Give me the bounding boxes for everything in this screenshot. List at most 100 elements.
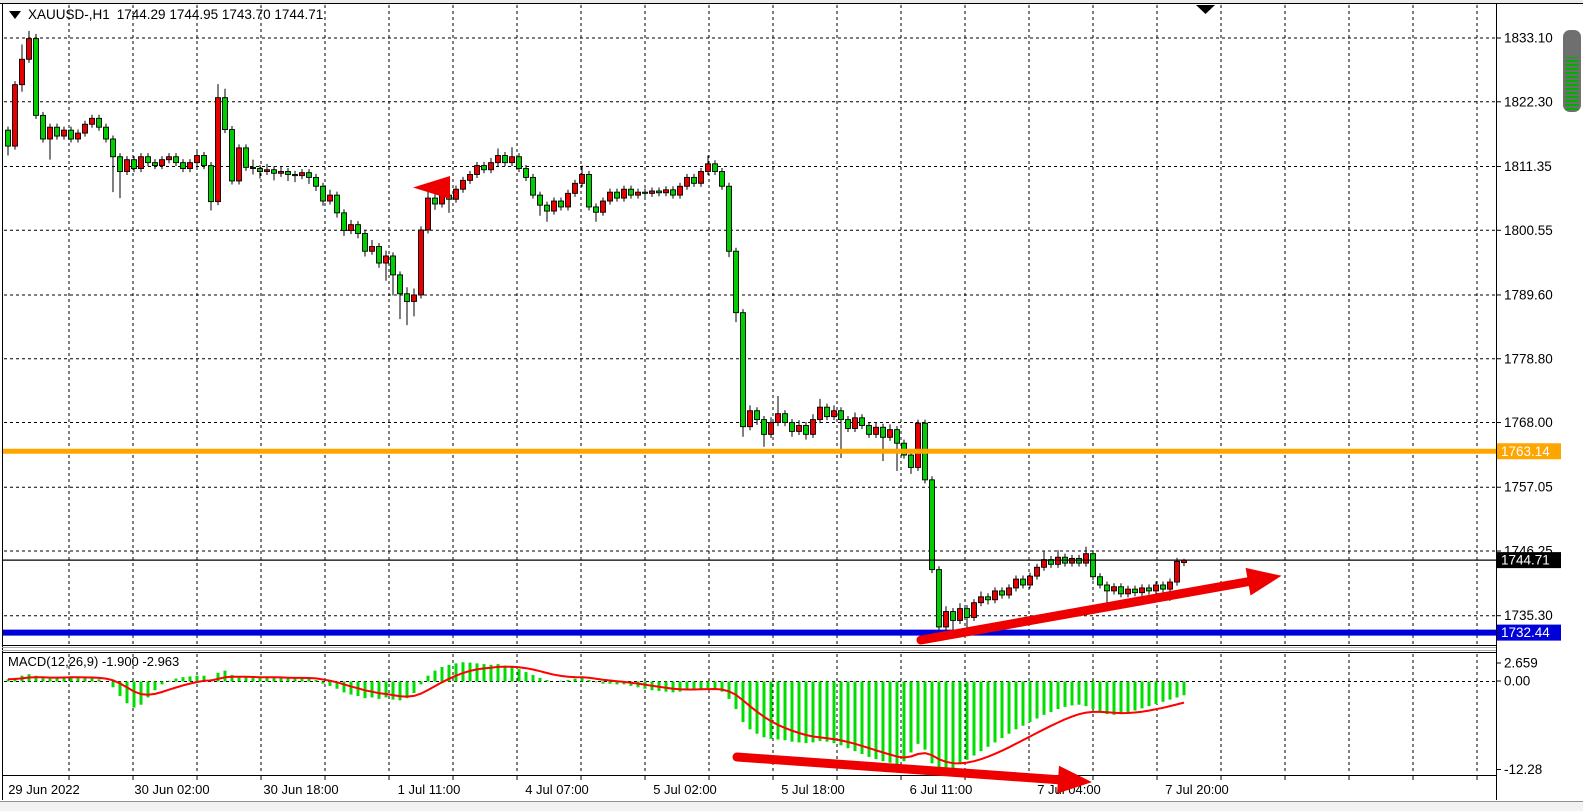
grid-layer (4, 5, 1495, 774)
sell-signal-arrow[interactable] (413, 176, 450, 199)
bull-candle (47, 126, 53, 140)
time-axis-label: 5 Jul 18:00 (781, 782, 845, 797)
bull-candle (915, 422, 921, 468)
bullish-trend-arrow-head[interactable] (1245, 567, 1282, 596)
price-axis-label: 1811.35 (1504, 159, 1552, 174)
bear-candle (523, 168, 529, 178)
bear-candle (292, 174, 298, 177)
price-axis-label: 1789.60 (1504, 287, 1553, 302)
bear-candle (894, 429, 900, 444)
price-axis-label: 1768.00 (1504, 415, 1553, 430)
vertical-scrollbar-thumb[interactable] (1563, 30, 1581, 112)
bear-candle (320, 185, 326, 202)
bear-candle (1104, 584, 1110, 592)
bull-candle (705, 163, 711, 172)
svg-text:1732.44: 1732.44 (1501, 625, 1550, 640)
bear-candle (880, 426, 886, 438)
time-axis-label: 5 Jul 02:00 (653, 782, 717, 797)
bull-candle (1125, 588, 1131, 595)
bull-candle (1027, 575, 1033, 586)
time-axis-label: 30 Jun 02:00 (134, 782, 209, 797)
bull-candle (425, 197, 431, 231)
time-axis-label: 7 Jul 20:00 (1165, 782, 1229, 797)
bear-candle (481, 165, 487, 171)
bear-candle (936, 569, 942, 628)
symbol-dropdown-triangle-icon[interactable] (9, 10, 21, 19)
bull-candle (159, 159, 165, 167)
bull-candle (1139, 587, 1145, 594)
bear-candle (733, 250, 739, 314)
bull-candle (1041, 559, 1047, 568)
bull-candle (166, 156, 172, 161)
bear-candle (614, 191, 620, 199)
bear-candle (271, 169, 277, 174)
bear-candle (782, 413, 788, 423)
bull-candle (453, 188, 459, 200)
bearish-trend-arrow[interactable] (732, 752, 1067, 785)
bear-candle (985, 596, 991, 601)
chart-title-symbol: XAUUSD-,H1 (28, 7, 110, 22)
bear-candle (110, 138, 116, 158)
bear-candle (586, 174, 592, 208)
bear-candle (201, 155, 207, 167)
price-axis-label: 1800.55 (1504, 223, 1553, 238)
bull-candle (852, 417, 858, 429)
horizontal-levels-layer (3, 448, 1496, 636)
bear-candle (789, 422, 795, 432)
time-axis-label: 6 Jul 11:00 (910, 782, 973, 797)
bear-candle (243, 147, 249, 168)
bear-candle (334, 194, 340, 214)
bull-candle (327, 194, 333, 202)
bull-candle (1034, 566, 1040, 577)
bull-candle (551, 200, 557, 212)
bull-candle (1069, 557, 1075, 564)
bear-candle (1132, 588, 1138, 594)
bear-candle (33, 38, 39, 116)
bear-candle (376, 246, 382, 264)
bear-candle (208, 165, 214, 203)
bull-candle (215, 97, 221, 203)
bull-candle (418, 229, 424, 296)
bull-candle (264, 169, 270, 172)
bull-candle (817, 406, 823, 421)
bear-candle (313, 176, 319, 187)
bullish-trend-arrow[interactable] (916, 576, 1257, 645)
bull-candle (348, 224, 354, 232)
bear-candle (845, 419, 851, 429)
price-axis-label: 1735.30 (1504, 608, 1553, 623)
svg-text:1763.14: 1763.14 (1501, 444, 1550, 459)
chart-shift-marker-icon[interactable] (1196, 5, 1215, 14)
bull-candle (299, 172, 305, 177)
bull-candle (565, 192, 571, 208)
bear-candle (824, 406, 830, 418)
annotations-layer[interactable] (413, 176, 1282, 794)
bear-candle (341, 212, 347, 232)
time-axis-label: 1 Jul 11:00 (398, 782, 461, 797)
bull-candle (411, 294, 417, 302)
bear-candle (54, 126, 60, 137)
bear-candle (537, 194, 543, 206)
bull-candle (187, 162, 193, 169)
bull-candle (460, 179, 466, 190)
bull-candle (579, 174, 585, 184)
bear-candle (558, 200, 564, 208)
bull-candle (684, 176, 690, 187)
bear-candle (40, 114, 46, 140)
bull-candle (978, 596, 984, 604)
macd-axis-label: -12.28 (1504, 762, 1542, 777)
bear-candle (229, 129, 235, 182)
bear-candle (691, 176, 697, 184)
bear-candle (180, 162, 186, 169)
bear-candle (285, 171, 291, 175)
macd-indicator-label: MACD(12,26,9) -1.900 -2.963 (8, 654, 180, 669)
bull-candle (509, 156, 515, 164)
bear-candle (250, 166, 256, 169)
bull-candle (1153, 584, 1159, 592)
bear-candle (544, 204, 550, 212)
bearish-trend-arrow-head[interactable] (1057, 765, 1092, 794)
price-axis-label: 1833.10 (1504, 31, 1553, 46)
bull-candle (1111, 586, 1117, 592)
